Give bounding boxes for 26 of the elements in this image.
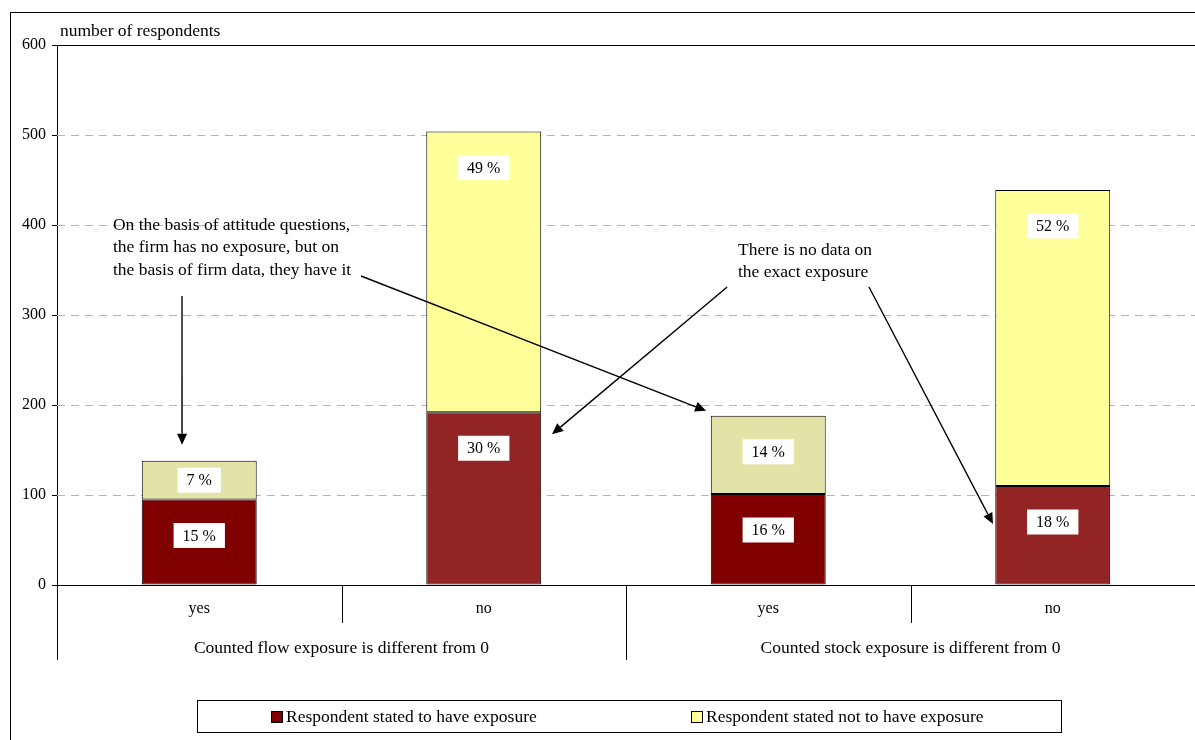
annotation: There is no data on the exact exposure [737,237,873,283]
legend-label: Respondent stated to have exposure [286,706,537,727]
x-tick-label: no [1044,598,1061,616]
x-tick-label: yes [188,598,210,617]
x-tick-label: yes [757,598,779,617]
annotation: 15 % [182,526,216,544]
annotation: 16 % [751,521,785,539]
y-tick-label: 200 [22,395,46,413]
legend-label: Respondent stated not to have exposure [706,706,984,727]
y-tick-label: 300 [22,305,46,323]
y-axis-title: number of respondents [60,19,221,41]
text: Counted stock exposure is different from 0 [760,636,1061,658]
annotation: 18 % [1036,513,1070,531]
annotation: 14 % [751,443,785,460]
annotation: 7 % [186,471,212,489]
text: Counted flow exposure is different from 0 [193,636,490,658]
annotation: On the basis of attitude questions, the firm has no exposure, but on the basis of firm data, they have it [112,212,352,281]
annotation: 49 % [467,158,501,176]
y-tick-label: 400 [22,215,46,233]
annotation: 52 % [1036,217,1070,235]
x-tick-label: no [475,598,492,616]
y-tick-label: 600 [22,35,46,53]
annotation: 30 % [467,439,501,457]
y-tick-label: 100 [22,485,46,503]
y-tick-label: 0 [38,575,46,593]
y-tick-label: 500 [22,125,46,143]
